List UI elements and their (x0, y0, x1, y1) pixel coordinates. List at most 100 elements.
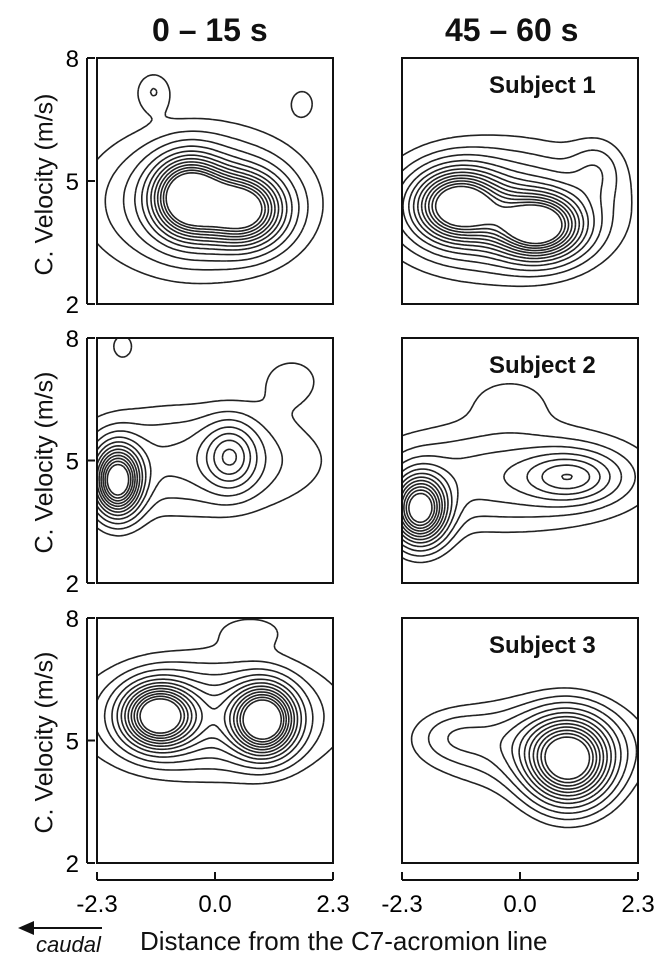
panel-frame (401, 617, 639, 864)
contour-line (511, 711, 617, 805)
y-tick-label: 5 (66, 169, 79, 196)
y-axis-label-row-2: C. Velocity (m/s) (30, 371, 59, 554)
contour-line (159, 166, 270, 235)
contour-line (116, 678, 303, 760)
x-axis-2: -2.3 0.0 2.3 (381, 872, 654, 918)
x-tick-label: 0.0 (503, 891, 536, 918)
contour-line (403, 486, 438, 530)
contour-line (134, 145, 293, 256)
column-title-right: 45 – 60 s (445, 12, 579, 48)
contour-line (402, 383, 638, 564)
contour-line (402, 146, 618, 278)
contour-panel-1: 2 5 8 (66, 46, 334, 319)
contour-line (405, 489, 436, 527)
contour-panel-4 (401, 337, 639, 584)
y-tick-label: 2 (66, 571, 79, 598)
contour-line (499, 707, 622, 809)
y-axis-label-row-1: C. Velocity (m/s) (30, 93, 59, 276)
contour-line (417, 171, 581, 257)
x-axis-label: Distance from the C7-acromion line (140, 926, 548, 956)
contour-panel-2 (401, 57, 639, 305)
y-axis-label-row-3: C. Velocity (m/s) (30, 651, 59, 834)
contour-line (97, 338, 323, 537)
contour-line (104, 460, 132, 499)
column-title-left: 0 – 15 s (152, 12, 268, 48)
contour-line (427, 180, 570, 249)
contour-line (402, 473, 573, 538)
contour-line (544, 736, 591, 780)
contour-line (124, 685, 296, 754)
contour-line (165, 172, 263, 230)
x-tick-label: -2.3 (381, 891, 422, 918)
contour-panel-3: 2 5 8 (66, 326, 334, 598)
x-tick-label: -2.3 (76, 891, 117, 918)
panel-frame (401, 57, 639, 305)
y-tick-label: 8 (66, 606, 79, 633)
contour-line (127, 687, 293, 751)
contour-line (408, 492, 433, 524)
panel-frame (96, 57, 334, 305)
contour-panel-6 (401, 617, 639, 864)
y-tick-label: 5 (66, 449, 79, 476)
contour-line (120, 681, 299, 757)
caudal-direction-label: caudal (36, 932, 101, 957)
contour-line (106, 463, 130, 496)
contour-line (97, 439, 245, 513)
x-axis-1: -2.3 0.0 2.3 (76, 872, 350, 918)
contour-line (150, 157, 280, 244)
panel-frame (401, 337, 639, 584)
contour-line (97, 426, 258, 520)
contour-line (162, 169, 266, 233)
contour-line (97, 418, 267, 525)
contour-line (402, 464, 591, 541)
y-tick-label: 2 (66, 292, 79, 319)
contour-line (133, 693, 288, 746)
contour-line (408, 164, 589, 263)
contour-line (410, 687, 638, 829)
x-tick-label: 2.3 (316, 891, 349, 918)
contour-line (97, 618, 333, 785)
contour-line (402, 445, 623, 552)
contour-line (412, 168, 585, 260)
contour-line (434, 185, 563, 245)
contour-line (103, 668, 314, 770)
contour-line (102, 457, 134, 502)
contour-line (97, 74, 324, 285)
contour-line (97, 432, 252, 517)
contour-line (427, 695, 638, 821)
arrow-head (18, 921, 34, 935)
contour-line (156, 164, 273, 238)
contour-line (447, 701, 629, 814)
contour-line (146, 154, 284, 247)
subject-label-3: Subject 3 (489, 632, 596, 659)
contour-line (536, 729, 598, 787)
x-tick-label: 2.3 (621, 891, 654, 918)
panel-frame (96, 337, 334, 584)
y-tick-label: 8 (66, 46, 79, 73)
contour-line (97, 410, 284, 530)
caudal-arrow (18, 921, 102, 935)
panel-frame (96, 617, 334, 864)
contour-line (402, 159, 595, 267)
contour-line (420, 174, 577, 254)
y-tick-label: 2 (66, 851, 79, 878)
contour-line (424, 177, 573, 252)
contour-line (540, 732, 594, 784)
contour-line (523, 719, 608, 797)
contour-line (431, 182, 567, 247)
y-tick-label: 5 (66, 729, 79, 756)
subject-label-2: Subject 2 (489, 352, 596, 379)
contour-line (104, 87, 309, 271)
contour-line (153, 161, 276, 241)
contour-line (402, 479, 443, 535)
contour-line (136, 695, 285, 743)
contour-line (111, 673, 307, 764)
contour-line (402, 458, 601, 544)
contour-line (528, 722, 605, 794)
subject-label-1: Subject 1 (489, 72, 596, 99)
contour-line (139, 698, 283, 740)
contour-line (97, 660, 325, 776)
contour-line (100, 454, 136, 505)
y-tick-label: 8 (66, 326, 79, 353)
